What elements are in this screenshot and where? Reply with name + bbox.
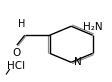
Text: N: N: [73, 57, 81, 67]
Text: H₂N: H₂N: [82, 22, 102, 32]
Text: H: H: [18, 19, 25, 29]
Text: HCl: HCl: [7, 61, 25, 71]
Text: O: O: [13, 48, 21, 58]
